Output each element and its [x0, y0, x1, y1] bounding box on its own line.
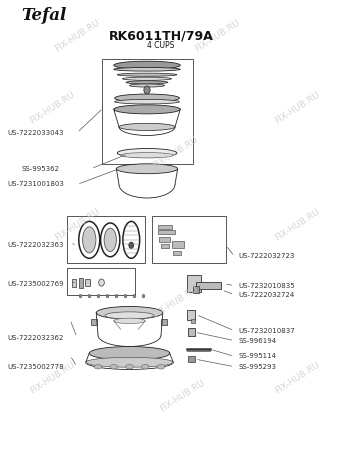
Ellipse shape — [83, 227, 96, 253]
Ellipse shape — [105, 312, 154, 319]
Circle shape — [99, 279, 104, 286]
Text: US-7231001803: US-7231001803 — [7, 181, 64, 188]
Text: FIX-HUB.RU: FIX-HUB.RU — [273, 90, 322, 126]
Bar — [66, 216, 145, 263]
Text: FIX-HUB.RU: FIX-HUB.RU — [193, 18, 241, 54]
Circle shape — [144, 86, 150, 94]
Ellipse shape — [115, 94, 179, 102]
Ellipse shape — [96, 306, 163, 319]
Bar — [161, 319, 167, 325]
Text: FIX-HUB.RU: FIX-HUB.RU — [53, 18, 101, 54]
Bar — [158, 230, 175, 234]
Text: US-7222032362: US-7222032362 — [7, 334, 63, 341]
Ellipse shape — [126, 364, 133, 369]
Ellipse shape — [114, 61, 180, 69]
Bar — [91, 319, 97, 325]
Text: SS-995114: SS-995114 — [238, 353, 276, 360]
Text: FIX-HUB.RU: FIX-HUB.RU — [151, 284, 199, 320]
Circle shape — [142, 294, 145, 298]
Ellipse shape — [110, 364, 118, 369]
Bar — [188, 328, 195, 336]
Ellipse shape — [119, 123, 175, 130]
Bar — [191, 319, 195, 323]
Bar — [158, 225, 172, 229]
Text: US-7235002769: US-7235002769 — [7, 280, 64, 287]
Text: SS-995293: SS-995293 — [238, 364, 276, 370]
Text: US-7222032723: US-7222032723 — [238, 253, 294, 260]
Text: FIX-HUB.RU: FIX-HUB.RU — [53, 207, 101, 243]
Circle shape — [129, 242, 134, 248]
Bar — [79, 278, 83, 288]
Text: FIX-HUB.RU: FIX-HUB.RU — [151, 135, 199, 171]
Ellipse shape — [94, 364, 102, 369]
Ellipse shape — [121, 153, 173, 158]
Circle shape — [97, 294, 100, 298]
Text: SS-995362: SS-995362 — [21, 166, 59, 172]
Text: RK6011TH/79A: RK6011TH/79A — [108, 30, 214, 42]
Bar — [173, 251, 181, 255]
Circle shape — [124, 294, 127, 298]
Circle shape — [79, 294, 82, 298]
Circle shape — [106, 294, 109, 298]
Ellipse shape — [117, 73, 177, 76]
Bar — [172, 241, 184, 248]
Text: US-7232010837: US-7232010837 — [238, 328, 295, 334]
Ellipse shape — [130, 84, 164, 87]
Text: US-7222032363: US-7222032363 — [7, 242, 63, 248]
Text: FIX-HUB.RU: FIX-HUB.RU — [28, 90, 77, 126]
Text: FIX-HUB.RU: FIX-HUB.RU — [28, 360, 77, 396]
Text: US-7222033043: US-7222033043 — [7, 130, 63, 136]
Ellipse shape — [104, 228, 116, 252]
Bar — [187, 310, 195, 320]
Bar — [102, 58, 193, 164]
Bar — [159, 237, 170, 242]
Ellipse shape — [122, 77, 172, 80]
Circle shape — [133, 294, 136, 298]
Bar — [193, 286, 199, 293]
Text: SS-996194: SS-996194 — [238, 338, 276, 344]
Text: FIX-HUB.RU: FIX-HUB.RU — [158, 378, 206, 414]
Bar — [72, 279, 76, 287]
Text: US-7232010835: US-7232010835 — [238, 283, 295, 289]
Bar — [188, 356, 195, 362]
Bar — [187, 275, 201, 292]
Ellipse shape — [114, 105, 180, 114]
Bar — [161, 244, 169, 248]
Text: FIX-HUB.RU: FIX-HUB.RU — [273, 360, 322, 396]
Bar — [196, 282, 220, 289]
Ellipse shape — [141, 364, 149, 369]
Bar — [152, 216, 226, 263]
Circle shape — [115, 294, 118, 298]
Circle shape — [88, 294, 91, 298]
Text: US-7235002778: US-7235002778 — [7, 364, 64, 370]
Ellipse shape — [115, 99, 179, 104]
Ellipse shape — [86, 357, 173, 367]
Text: Tefal: Tefal — [21, 7, 66, 24]
Text: FIX-HUB.RU: FIX-HUB.RU — [273, 207, 322, 243]
Ellipse shape — [114, 318, 145, 324]
Text: US-7222032724: US-7222032724 — [238, 292, 294, 298]
Ellipse shape — [157, 364, 165, 369]
Ellipse shape — [116, 164, 177, 174]
Ellipse shape — [89, 346, 170, 360]
Text: 4 CUPS: 4 CUPS — [147, 40, 175, 50]
Bar — [66, 268, 135, 295]
Ellipse shape — [117, 148, 177, 157]
Ellipse shape — [114, 68, 180, 71]
Bar — [85, 279, 90, 286]
Ellipse shape — [126, 81, 168, 84]
